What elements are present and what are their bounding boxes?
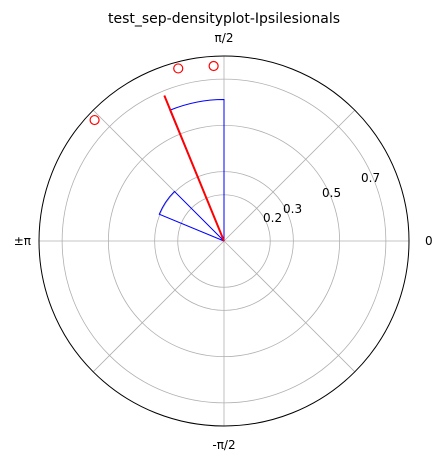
data-point-2 <box>89 114 100 126</box>
angular-grid-line-5 <box>92 240 225 373</box>
polar-spine <box>38 55 410 427</box>
histogram-bin-2 <box>158 190 225 242</box>
mean-vector-line <box>163 95 225 242</box>
angle-tick-label-pi: ±π <box>14 234 31 248</box>
chart-title: test_sep-densityplot-Ipsilesionals <box>108 11 340 27</box>
angle-tick-label-neg-pi-half: -π/2 <box>212 438 235 452</box>
angular-grid-line-7 <box>223 240 356 373</box>
points-layer <box>89 60 219 126</box>
data-point-0 <box>208 60 219 72</box>
radial-tick-label-0-3: 0.3 <box>283 202 302 216</box>
radial-tick-label-0-5: 0.5 <box>322 186 341 200</box>
data-point-1 <box>173 63 184 74</box>
angular-grid-line-1 <box>223 109 356 242</box>
angle-tick-label-0: 0 <box>425 234 433 248</box>
angle-tick-label-pi-half: π/2 <box>215 31 234 45</box>
radial-tick-label-0-2: 0.2 <box>263 211 282 225</box>
radial-tick-label-0-7: 0.7 <box>361 171 380 185</box>
mean-vector-layer <box>163 95 225 242</box>
